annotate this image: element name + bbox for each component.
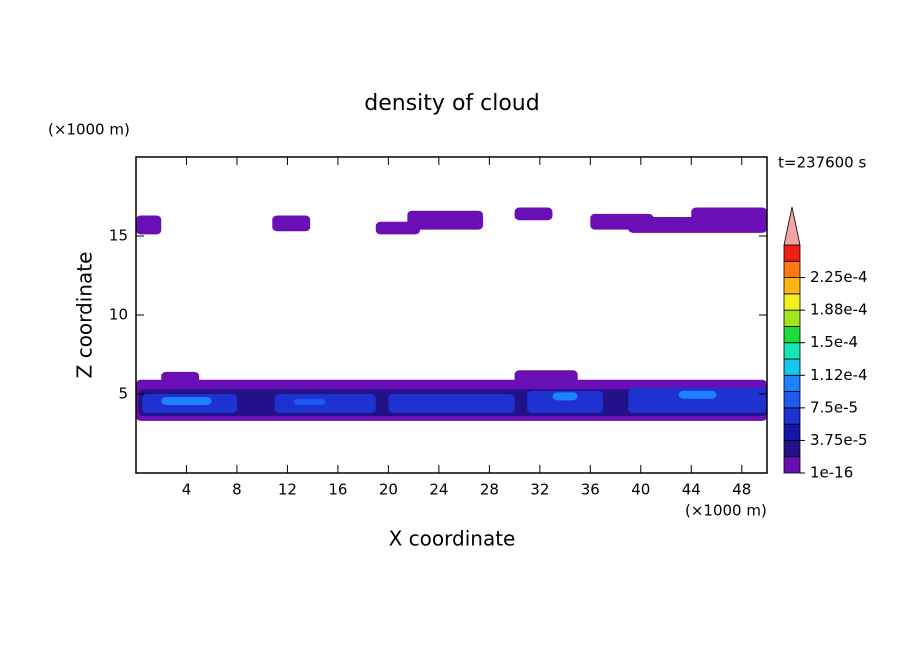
y-axis-label: Z coordinate xyxy=(73,252,97,379)
y-tick-label: 10 xyxy=(109,306,128,324)
contour-patch xyxy=(136,215,162,235)
plot-frame xyxy=(135,156,768,474)
colorbar-swatch xyxy=(783,423,801,441)
colorbar-swatch xyxy=(783,293,801,311)
colorbar-swatch xyxy=(783,391,801,409)
x-tick-label: 44 xyxy=(682,481,701,499)
x-tick-label: 20 xyxy=(379,481,398,499)
x-tick-label: 24 xyxy=(429,481,448,499)
x-tick-label: 4 xyxy=(182,481,192,499)
colorbar-tick-label: 2.25e-4 xyxy=(810,268,868,286)
colorbar-swatch xyxy=(783,374,801,392)
x-tick-label: 32 xyxy=(530,481,549,499)
contour-patch xyxy=(691,207,767,224)
colorbar-swatch xyxy=(783,309,801,327)
contour-patch xyxy=(293,398,326,406)
colorbar-tick-label: 1e-16 xyxy=(810,464,853,482)
contour-patch xyxy=(628,387,767,413)
contour-patch xyxy=(161,397,212,406)
contour-patch xyxy=(552,392,578,401)
contour-patch xyxy=(527,390,603,413)
y-unit: (×1000 m) xyxy=(48,121,130,139)
colorbar-tick-label: 1.12e-4 xyxy=(810,366,868,384)
colorbar-tick-label: 1.5e-4 xyxy=(810,333,858,351)
contour-patch xyxy=(514,207,553,221)
colorbar-swatch xyxy=(783,456,801,474)
contour-patch xyxy=(274,394,376,413)
x-unit: (×1000 m) xyxy=(685,502,767,520)
colorbar-tick-label: 3.75e-5 xyxy=(810,431,868,449)
x-tick-label: 36 xyxy=(581,481,600,499)
colorbar-swatch xyxy=(783,440,801,458)
colorbar-swatch xyxy=(783,277,801,295)
colorbar-swatch xyxy=(783,358,801,376)
colorbar-swatch xyxy=(783,407,801,425)
colorbar-tick-label: 7.5e-5 xyxy=(810,398,858,416)
x-axis-label: X coordinate xyxy=(389,527,516,551)
contour-patch xyxy=(678,390,717,399)
y-tick-label: 5 xyxy=(118,385,128,403)
colorbar-tick-label: 1.88e-4 xyxy=(810,301,868,319)
colorbar-extension xyxy=(783,206,801,246)
x-tick-label: 48 xyxy=(732,481,751,499)
contour-patch xyxy=(407,210,484,230)
x-tick-label: 16 xyxy=(328,481,347,499)
contour-patch xyxy=(161,371,200,387)
time-label: t=237600 s xyxy=(778,154,866,172)
x-tick-label: 40 xyxy=(631,481,650,499)
colorbar-swatch xyxy=(783,342,801,360)
y-tick-label: 15 xyxy=(109,227,128,245)
x-tick-label: 28 xyxy=(480,481,499,499)
contour-patch xyxy=(514,370,578,387)
x-tick-label: 12 xyxy=(278,481,297,499)
x-tick-label: 8 xyxy=(232,481,242,499)
colorbar-swatch xyxy=(783,260,801,278)
contour-patch xyxy=(272,215,311,232)
contour-patch xyxy=(388,394,515,413)
colorbar-swatch xyxy=(783,244,801,262)
colorbar-swatch xyxy=(783,326,801,344)
chart-title: density of cloud xyxy=(364,91,539,116)
